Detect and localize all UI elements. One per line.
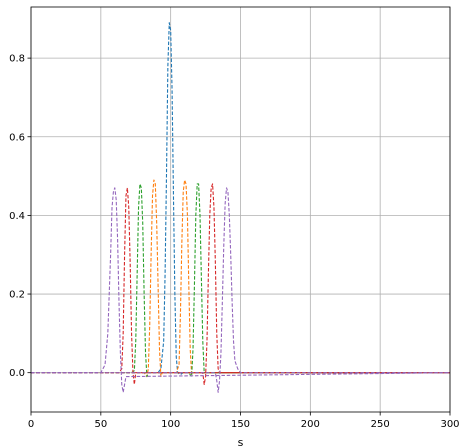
y-tick-label: 0.4 <box>9 211 25 222</box>
series-line-7 <box>31 183 450 386</box>
x-tick-label: 300 <box>440 419 459 430</box>
x-tick-label: 100 <box>161 419 180 430</box>
x-tick-label: 250 <box>371 419 390 430</box>
y-tick-label: 0.0 <box>9 368 25 379</box>
x-tick-label: 200 <box>301 419 320 430</box>
series-line-3 <box>31 179 450 376</box>
x-tick-label: 150 <box>231 419 250 430</box>
grid-lines <box>30 7 451 412</box>
series-group <box>31 22 451 393</box>
x-axis-label: s <box>238 436 244 448</box>
y-tick-label: 0.2 <box>9 290 25 301</box>
series-line-4 <box>31 183 450 378</box>
series-line-6 <box>31 187 450 386</box>
series-line-8 <box>31 187 451 393</box>
y-tick-label: 0.6 <box>9 132 25 143</box>
series-line-9 <box>31 187 450 393</box>
x-tick-label: 50 <box>94 419 107 430</box>
series-line-1 <box>31 22 450 376</box>
x-tick-label: 0 <box>28 419 34 430</box>
axis-ticks: 0 50 100 150 200 250 300 0.0 0.2 0.4 0.6 0.8 <box>9 54 459 430</box>
y-tick-label: 0.8 <box>9 54 25 65</box>
